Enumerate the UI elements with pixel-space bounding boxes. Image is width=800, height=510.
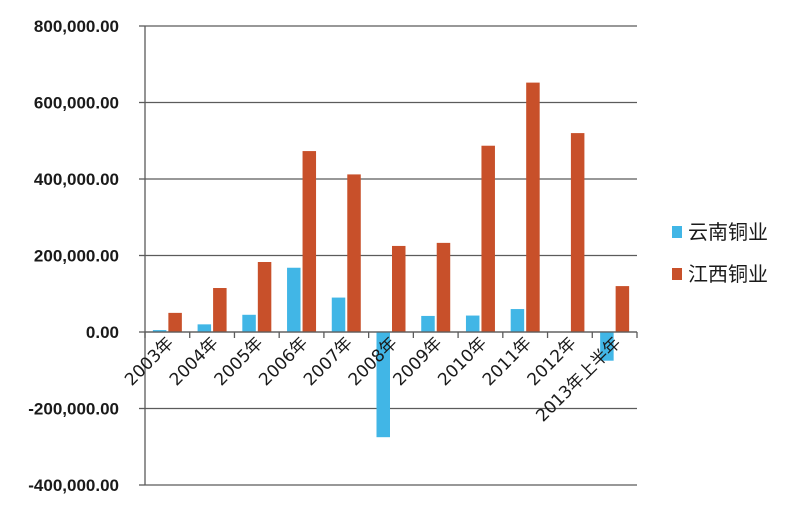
bar-jiangxi-2009年 xyxy=(436,242,451,332)
bar-yunnan-2003年 xyxy=(152,330,167,332)
bar-jiangxi-2010年 xyxy=(481,145,495,332)
legend-swatch-yunnan xyxy=(672,226,682,238)
bar-yunnan-2007年 xyxy=(331,297,346,332)
gridlines xyxy=(145,25,637,486)
bar-yunnan-2011年 xyxy=(510,309,525,332)
bar-jiangxi-2013年上半年 xyxy=(615,286,630,332)
x-tick-label: 2011年 xyxy=(479,333,536,390)
bar-yunnan-2006年 xyxy=(287,267,301,332)
bar-jiangxi-2004年 xyxy=(213,288,227,332)
x-tick-label: 2009年 xyxy=(390,333,447,390)
x-tick-label: 2008年 xyxy=(345,333,402,390)
legend-label-jiangxi: 江西铜业 xyxy=(688,262,768,286)
y-tick-label: -400,000.00 xyxy=(28,476,119,495)
y-tick-label: 400,000.00 xyxy=(34,170,119,189)
bar-jiangxi-2011年 xyxy=(526,82,540,332)
bar-jiangxi-2007年 xyxy=(347,174,361,332)
x-tick-label: 2005年 xyxy=(211,333,268,390)
x-tick-label: 2004年 xyxy=(166,333,223,390)
y-tick-label: -200,000.00 xyxy=(28,400,119,419)
bar-yunnan-2008年 xyxy=(376,332,390,438)
y-tick-label: 0.00 xyxy=(86,323,119,342)
y-tick-label: 200,000.00 xyxy=(34,247,119,266)
y-axis-tick-labels: 800,000.00 600,000.00 400,000.00 200,000.00… xyxy=(28,17,119,495)
x-tick-label: 2007年 xyxy=(300,333,357,390)
x-tick-label: 2006年 xyxy=(255,333,312,390)
bars xyxy=(152,82,630,438)
bar-jiangxi-2012年 xyxy=(570,133,585,332)
legend-label-yunnan: 云南铜业 xyxy=(688,220,768,244)
legend: 云南铜业 江西铜业 xyxy=(672,220,768,286)
x-tick-label: 2003年 xyxy=(121,333,178,390)
bar-yunnan-2013年上半年 xyxy=(600,332,614,361)
bar-jiangxi-2006年 xyxy=(302,151,317,332)
bar-jiangxi-2008年 xyxy=(392,245,406,332)
bar-yunnan-2010年 xyxy=(465,315,480,332)
y-tick-label: 600,000.00 xyxy=(34,94,119,113)
bar-yunnan-2009年 xyxy=(421,315,435,332)
x-tick-label: 2010年 xyxy=(434,333,491,390)
x-axis-tick-labels: 2003年2004年2005年2006年2007年2008年2009年2010年… xyxy=(121,333,625,426)
legend-swatch-jiangxi xyxy=(672,268,682,280)
bar-jiangxi-2005年 xyxy=(257,262,272,332)
axes xyxy=(139,25,638,486)
bar-yunnan-2004年 xyxy=(197,324,212,332)
y-tick-label: 800,000.00 xyxy=(34,17,119,36)
bar-yunnan-2005年 xyxy=(242,314,256,332)
bar-jiangxi-2003年 xyxy=(168,312,182,332)
